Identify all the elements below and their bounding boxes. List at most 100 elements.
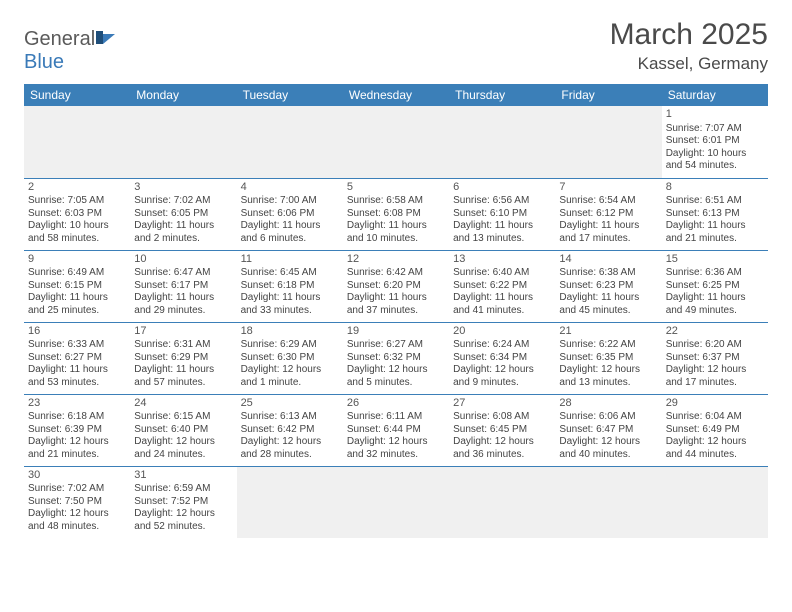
daylight-line1: Daylight: 12 hours <box>559 364 640 375</box>
daylight-line1: Daylight: 11 hours <box>134 364 214 375</box>
sunrise-text: Sunrise: 6:38 AM <box>559 267 635 278</box>
day-number: 14 <box>559 253 657 267</box>
daylight-line2: and 41 minutes. <box>453 305 524 316</box>
sunset-text: Sunset: 6:40 PM <box>134 424 208 435</box>
day-number: 30 <box>28 469 126 483</box>
daylight-line1: Daylight: 12 hours <box>453 436 534 447</box>
daylight-line2: and 33 minutes. <box>241 305 312 316</box>
calendar-cell: 26Sunrise: 6:11 AMSunset: 6:44 PMDayligh… <box>343 394 449 466</box>
calendar-cell: 7Sunrise: 6:54 AMSunset: 6:12 PMDaylight… <box>555 178 661 250</box>
day-header: Saturday <box>662 84 768 106</box>
calendar-cell: 4Sunrise: 7:00 AMSunset: 6:06 PMDaylight… <box>237 178 343 250</box>
sunset-text: Sunset: 6:34 PM <box>453 352 527 363</box>
calendar-cell: 13Sunrise: 6:40 AMSunset: 6:22 PMDayligh… <box>449 250 555 322</box>
daylight-line1: Daylight: 12 hours <box>559 436 640 447</box>
sunrise-text: Sunrise: 6:33 AM <box>28 339 104 350</box>
daylight-line1: Daylight: 11 hours <box>241 220 321 231</box>
day-number: 21 <box>559 325 657 339</box>
daylight-line1: Daylight: 12 hours <box>453 364 534 375</box>
sunrise-text: Sunrise: 6:47 AM <box>134 267 210 278</box>
daylight-line2: and 48 minutes. <box>28 521 99 532</box>
sunset-text: Sunset: 6:06 PM <box>241 208 315 219</box>
daylight-line2: and 2 minutes. <box>134 233 200 244</box>
sunrise-text: Sunrise: 6:59 AM <box>134 483 210 494</box>
sunset-text: Sunset: 6:08 PM <box>347 208 421 219</box>
calendar-cell: 21Sunrise: 6:22 AMSunset: 6:35 PMDayligh… <box>555 322 661 394</box>
sunset-text: Sunset: 6:49 PM <box>666 424 740 435</box>
day-header: Wednesday <box>343 84 449 106</box>
calendar-cell: 31Sunrise: 6:59 AMSunset: 7:52 PMDayligh… <box>130 466 236 538</box>
daylight-line1: Daylight: 12 hours <box>666 364 747 375</box>
page-header: General Blue March 2025 Kassel, Germany <box>24 18 768 74</box>
daylight-line2: and 36 minutes. <box>453 449 524 460</box>
sunrise-text: Sunrise: 6:45 AM <box>241 267 317 278</box>
daylight-line2: and 10 minutes. <box>347 233 418 244</box>
sunrise-text: Sunrise: 6:20 AM <box>666 339 742 350</box>
calendar-cell: 3Sunrise: 7:02 AMSunset: 6:05 PMDaylight… <box>130 178 236 250</box>
sunrise-text: Sunrise: 6:18 AM <box>28 411 104 422</box>
day-number: 8 <box>666 181 764 195</box>
sunset-text: Sunset: 6:27 PM <box>28 352 102 363</box>
daylight-line2: and 21 minutes. <box>28 449 99 460</box>
sunrise-text: Sunrise: 6:04 AM <box>666 411 742 422</box>
flag-icon <box>95 28 117 51</box>
calendar-cell <box>449 106 555 178</box>
calendar-cell: 8Sunrise: 6:51 AMSunset: 6:13 PMDaylight… <box>662 178 768 250</box>
calendar-body: 1Sunrise: 7:07 AMSunset: 6:01 PMDaylight… <box>24 106 768 538</box>
calendar-cell: 27Sunrise: 6:08 AMSunset: 6:45 PMDayligh… <box>449 394 555 466</box>
calendar-cell <box>24 106 130 178</box>
sunrise-text: Sunrise: 6:13 AM <box>241 411 317 422</box>
daylight-line2: and 5 minutes. <box>347 377 413 388</box>
sunrise-text: Sunrise: 6:42 AM <box>347 267 423 278</box>
calendar-cell: 24Sunrise: 6:15 AMSunset: 6:40 PMDayligh… <box>130 394 236 466</box>
calendar-week-row: 1Sunrise: 7:07 AMSunset: 6:01 PMDaylight… <box>24 106 768 178</box>
sunset-text: Sunset: 6:17 PM <box>134 280 208 291</box>
sunset-text: Sunset: 6:45 PM <box>453 424 527 435</box>
daylight-line1: Daylight: 11 hours <box>28 364 108 375</box>
day-number: 5 <box>347 181 445 195</box>
day-number: 18 <box>241 325 339 339</box>
sunrise-text: Sunrise: 7:07 AM <box>666 123 742 134</box>
sunset-text: Sunset: 6:30 PM <box>241 352 315 363</box>
calendar-cell <box>555 466 661 538</box>
sunset-text: Sunset: 6:37 PM <box>666 352 740 363</box>
sunrise-text: Sunrise: 6:24 AM <box>453 339 529 350</box>
logo: General Blue <box>24 18 117 74</box>
sunrise-text: Sunrise: 6:51 AM <box>666 195 742 206</box>
day-number: 12 <box>347 253 445 267</box>
day-number: 27 <box>453 397 551 411</box>
calendar-week-row: 2Sunrise: 7:05 AMSunset: 6:03 PMDaylight… <box>24 178 768 250</box>
daylight-line1: Daylight: 11 hours <box>134 220 214 231</box>
calendar-cell: 9Sunrise: 6:49 AMSunset: 6:15 PMDaylight… <box>24 250 130 322</box>
daylight-line2: and 24 minutes. <box>134 449 205 460</box>
day-number: 3 <box>134 181 232 195</box>
daylight-line1: Daylight: 11 hours <box>241 292 321 303</box>
calendar-cell: 29Sunrise: 6:04 AMSunset: 6:49 PMDayligh… <box>662 394 768 466</box>
calendar-cell <box>662 466 768 538</box>
sunset-text: Sunset: 6:20 PM <box>347 280 421 291</box>
day-number: 6 <box>453 181 551 195</box>
day-number: 19 <box>347 325 445 339</box>
day-header-row: Sunday Monday Tuesday Wednesday Thursday… <box>24 84 768 106</box>
calendar-cell: 14Sunrise: 6:38 AMSunset: 6:23 PMDayligh… <box>555 250 661 322</box>
sunset-text: Sunset: 6:25 PM <box>666 280 740 291</box>
daylight-line1: Daylight: 10 hours <box>28 220 109 231</box>
sunset-text: Sunset: 6:29 PM <box>134 352 208 363</box>
daylight-line1: Daylight: 11 hours <box>28 292 108 303</box>
sunset-text: Sunset: 6:15 PM <box>28 280 102 291</box>
daylight-line2: and 44 minutes. <box>666 449 737 460</box>
calendar-cell <box>237 106 343 178</box>
daylight-line2: and 1 minute. <box>241 377 302 388</box>
calendar-table: Sunday Monday Tuesday Wednesday Thursday… <box>24 84 768 538</box>
daylight-line2: and 58 minutes. <box>28 233 99 244</box>
sunrise-text: Sunrise: 6:36 AM <box>666 267 742 278</box>
location-text: Kassel, Germany <box>610 54 768 74</box>
daylight-line2: and 17 minutes. <box>559 233 630 244</box>
calendar-cell: 30Sunrise: 7:02 AMSunset: 7:50 PMDayligh… <box>24 466 130 538</box>
daylight-line1: Daylight: 11 hours <box>666 220 746 231</box>
calendar-cell: 11Sunrise: 6:45 AMSunset: 6:18 PMDayligh… <box>237 250 343 322</box>
title-block: March 2025 Kassel, Germany <box>610 18 768 74</box>
calendar-cell: 2Sunrise: 7:05 AMSunset: 6:03 PMDaylight… <box>24 178 130 250</box>
day-header: Thursday <box>449 84 555 106</box>
sunrise-text: Sunrise: 7:00 AM <box>241 195 317 206</box>
